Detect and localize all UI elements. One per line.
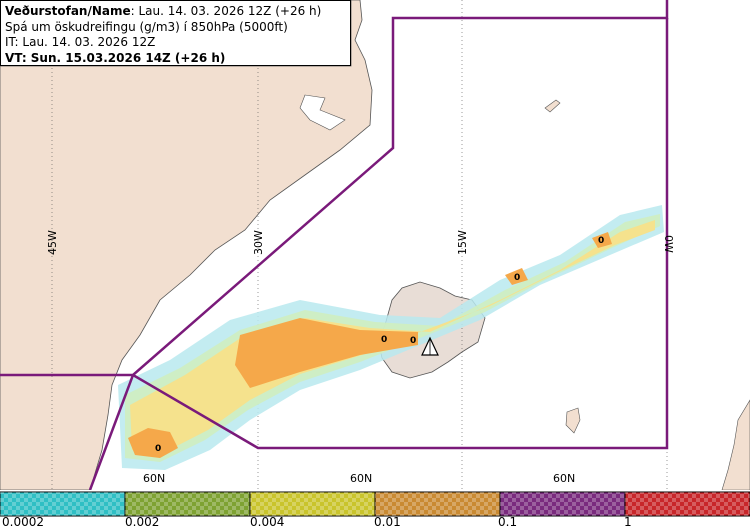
scale-label-0: 0.0002 [2,515,44,529]
header-line-4: VT: Sun. 15.03.2026 14Z (+26 h) [5,50,226,65]
scale-label-2: 0.004 [250,515,285,529]
scale-segment-texture-1 [125,492,250,516]
longitude-labels: 45W 30W 15W 0W [46,230,675,255]
lat-label-1: 60N [143,472,165,485]
zero-markers: 0 0 0 0 0 [155,236,604,454]
ash-dense-patch-far [592,232,612,248]
color-scale-bar [0,491,750,517]
ash-plume [118,205,664,470]
scale-segment-texture-0 [0,492,125,516]
zero-marker-1: 0 [155,444,161,454]
latitude-labels: 60N 60N 60N [143,472,575,485]
zone-boundary [0,0,669,490]
greenland-fjord [299,94,346,131]
header-line-1: Veðurstofan/Name: Lau. 14. 03. 2026 12Z … [5,4,322,18]
ash-dense-band [235,318,418,388]
lon-label-15w: 15W [456,230,469,255]
scale-label-4: 0.1 [498,515,518,529]
header-line-3: IT: Lau. 14. 03. 2026 12Z [5,35,156,49]
scale-segment-texture-4 [500,492,625,516]
scale-segment-texture-5 [625,492,750,516]
lon-label-30w: 30W [252,230,265,255]
ash-dense-patch-east [505,268,528,285]
ash-dense-patch-south [128,428,178,458]
scale-segment-texture-2 [250,492,375,516]
faroe-islands [565,407,581,434]
jan-mayen-island [544,99,561,113]
ash-dispersion-map: 45W 30W 15W 0W 60N 60N 60N 0 0 0 0 0 [0,0,750,490]
zero-marker-2: 0 [410,336,416,346]
lon-label-45w: 45W [46,230,59,255]
volcano-icon [421,336,439,356]
lat-label-3: 60N [553,472,575,485]
greenland-landmass [0,0,373,490]
zero-marker-5: 0 [381,335,387,345]
lon-label-0w: 0W [662,235,675,253]
scale-label-3: 0.01 [374,515,401,529]
scale-label-5: 1 [624,515,632,529]
header-line-2: Spá um öskudreifingu (g/m3) í 850hPa (50… [5,19,288,34]
scale-segment-texture-3 [375,492,500,516]
norway-coast [721,399,750,490]
forecast-info-box: Veðurstofan/Name: Lau. 14. 03. 2026 12Z … [0,0,351,66]
zero-marker-4: 0 [598,236,604,246]
zero-marker-3: 0 [514,273,520,283]
scale-label-1: 0.002 [125,515,160,529]
lat-label-2: 60N [350,472,372,485]
